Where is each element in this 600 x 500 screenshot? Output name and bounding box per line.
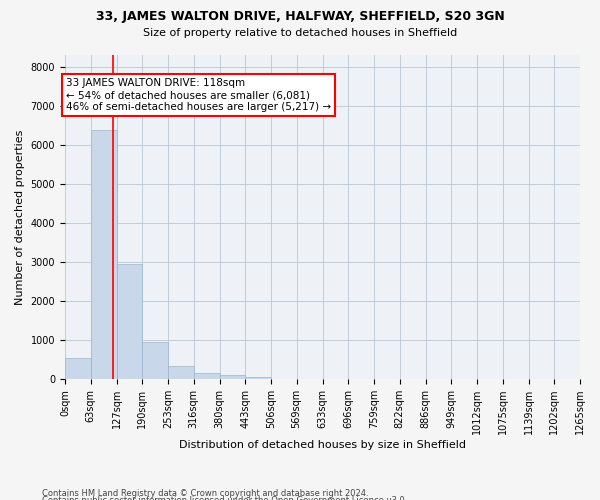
- Text: Contains public sector information licensed under the Open Government Licence v3: Contains public sector information licen…: [42, 496, 407, 500]
- Text: 33 JAMES WALTON DRIVE: 118sqm
← 54% of detached houses are smaller (6,081)
46% o: 33 JAMES WALTON DRIVE: 118sqm ← 54% of d…: [66, 78, 331, 112]
- Bar: [194, 374, 220, 379]
- Text: 33, JAMES WALTON DRIVE, HALFWAY, SHEFFIELD, S20 3GN: 33, JAMES WALTON DRIVE, HALFWAY, SHEFFIE…: [95, 10, 505, 23]
- Text: Contains HM Land Registry data © Crown copyright and database right 2024.: Contains HM Land Registry data © Crown c…: [42, 488, 368, 498]
- Bar: [65, 358, 91, 379]
- Text: Size of property relative to detached houses in Sheffield: Size of property relative to detached ho…: [143, 28, 457, 38]
- Bar: [245, 376, 271, 379]
- Bar: [168, 366, 194, 379]
- Y-axis label: Number of detached properties: Number of detached properties: [15, 130, 25, 305]
- Bar: [91, 130, 116, 379]
- Bar: [142, 342, 168, 379]
- X-axis label: Distribution of detached houses by size in Sheffield: Distribution of detached houses by size …: [179, 440, 466, 450]
- Bar: [220, 376, 245, 379]
- Bar: [116, 264, 142, 379]
